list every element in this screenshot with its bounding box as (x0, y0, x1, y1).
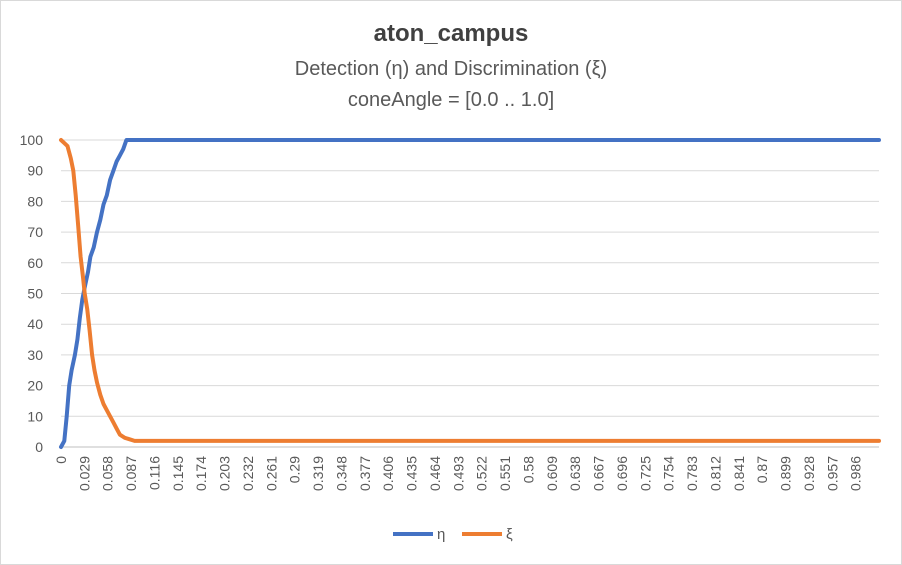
x-tick-label: 0.609 (544, 456, 560, 491)
x-tick-label: 0.522 (474, 456, 490, 491)
series-line-eta (59, 138, 881, 449)
chart-subtitle-cone-angle: coneAngle = [0.0 .. 1.0] (347, 89, 555, 111)
x-tick-label: 0.754 (661, 456, 677, 491)
x-tick-label: 0.406 (380, 456, 396, 491)
x-tick-label: 0.029 (76, 456, 92, 491)
x-tick-label: 0.87 (754, 456, 770, 483)
x-tick-label: 0 (53, 456, 69, 464)
x-tick-label: 0.174 (193, 456, 209, 491)
x-tick-label: 0.29 (287, 456, 303, 483)
series-line-xi (59, 138, 881, 443)
x-tick-label: 0.203 (217, 456, 233, 491)
x-tick-label: 0.638 (567, 456, 583, 491)
y-tick-label: 80 (27, 193, 43, 209)
x-tick-label: 0.812 (707, 456, 723, 491)
x-tick-label: 0.348 (333, 456, 349, 491)
chart-subtitle: Detection (η) and Discrimination (ξ) (294, 58, 608, 80)
x-tick-label: 0.116 (146, 456, 162, 490)
x-tick-label: 0.435 (404, 456, 420, 491)
y-tick-label: 30 (27, 347, 43, 363)
x-tick-label: 0.493 (450, 456, 466, 491)
x-tick-label: 0.261 (263, 456, 279, 491)
x-tick-label: 0.58 (520, 456, 536, 483)
y-tick-label: 10 (27, 408, 43, 424)
y-tick-label: 60 (27, 255, 43, 271)
x-tick-label: 0.058 (100, 456, 116, 491)
x-tick-label: 0.667 (591, 456, 607, 491)
x-tick-label: 0.551 (497, 456, 513, 491)
chart-title: aton_campus (373, 20, 529, 47)
x-tick-label: 0.783 (684, 456, 700, 491)
x-tick-label: 0.725 (637, 456, 653, 491)
y-tick-label: 70 (27, 224, 43, 240)
x-tick-label: 0.696 (614, 456, 630, 491)
y-tick-label: 20 (27, 378, 43, 394)
x-tick-label: 0.377 (357, 456, 373, 491)
y-tick-label: 100 (20, 132, 44, 148)
x-tick-label: 0.957 (824, 456, 840, 491)
x-tick-label: 0.986 (848, 456, 864, 491)
x-tick-label: 0.087 (123, 456, 139, 491)
legend-label-xi: ξ (506, 526, 513, 543)
x-tick-label: 0.319 (310, 456, 326, 491)
x-tick-label: 0.928 (801, 456, 817, 491)
x-tick-label: 0.899 (778, 456, 794, 491)
x-tick-label: 0.145 (170, 456, 186, 491)
legend-label-eta: η (437, 526, 445, 543)
x-tick-label: 0.232 (240, 456, 256, 491)
x-tick-label: 0.841 (731, 456, 747, 491)
y-tick-label: 90 (27, 163, 43, 179)
y-tick-label: 50 (27, 286, 43, 302)
y-tick-label: 40 (27, 316, 43, 332)
x-tick-label: 0.464 (427, 456, 443, 491)
y-tick-label: 0 (35, 439, 43, 455)
